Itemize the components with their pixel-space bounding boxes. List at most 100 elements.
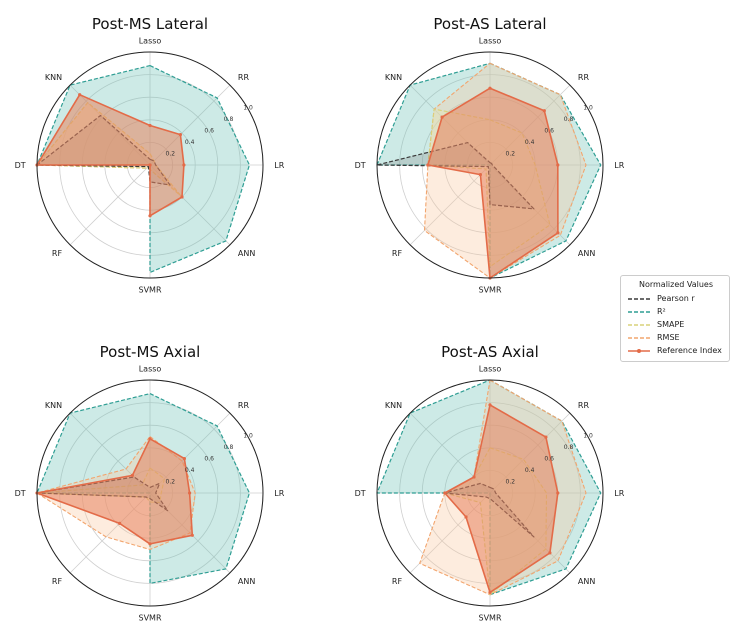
legend-item-reference-index: Reference Index <box>627 344 725 357</box>
axis-label-lasso: Lasso <box>479 37 502 46</box>
series-line-r2 <box>36 393 250 585</box>
axis-label-ann: ANN <box>238 577 255 586</box>
radial-tick-label: 0.2 <box>506 151 516 158</box>
radial-tick-label: 0.8 <box>224 444 234 451</box>
series-point-reference-index <box>118 521 122 526</box>
legend: Normalized Values Pearson r R² SMAPE RMS… <box>620 275 730 362</box>
series-point-reference-index <box>130 473 134 477</box>
legend-item-r2: R² <box>627 305 725 318</box>
series-point-reference-index <box>548 551 552 555</box>
series-point-reference-index <box>556 163 560 167</box>
chart-title: Post-MS Lateral <box>92 15 208 33</box>
radial-tick-label: 0.4 <box>525 139 535 146</box>
series-line-r2 <box>376 379 602 596</box>
radial-tick-label: 0.4 <box>185 139 195 146</box>
series-point-reference-index <box>148 437 152 441</box>
axis-label-lr: LR <box>274 489 284 498</box>
axis-label-rf: RF <box>392 249 403 258</box>
axis-label-lr: LR <box>614 161 624 170</box>
axis-label-knn: KNN <box>45 73 62 82</box>
axis-label-ann: ANN <box>238 249 255 258</box>
radial-tick-label: 1.0 <box>583 433 593 440</box>
axis-label-svmr: SVMR <box>478 613 501 622</box>
grid-spoke <box>409 164 491 246</box>
outer-frame <box>36 51 264 279</box>
axis-label-lasso: Lasso <box>139 37 162 46</box>
radial-tick-label: 0.2 <box>506 479 516 486</box>
chart-title: Post-AS Axial <box>441 343 539 361</box>
axis-label-svmr: SVMR <box>138 613 161 622</box>
legend-item-pearson: Pearson r <box>627 292 725 305</box>
radial-tick-label: 0.4 <box>185 467 195 474</box>
radial-tick-label: 1.0 <box>243 105 253 112</box>
series-point-reference-index <box>182 457 186 461</box>
radial-tick-label: 0.8 <box>564 444 574 451</box>
radar-chart-post-as-axial: 0.2 0.4 0.6 0.8 1.0 Lasso RR LR ANN SVMR RF DT KNN Po… <box>355 343 625 622</box>
radial-tick-label: 0.8 <box>564 116 574 123</box>
legend-swatch-pearson <box>628 297 650 300</box>
chart-title: Post-MS Axial <box>100 343 201 361</box>
axis-label-svmr: SVMR <box>138 285 161 294</box>
outer-frame <box>36 379 264 607</box>
series-point-reference-index <box>443 491 447 495</box>
series-point-reference-index <box>148 214 152 218</box>
legend-label-r2: R² <box>657 307 666 316</box>
series-point-reference-index <box>440 115 444 119</box>
radial-tick-label: 0.4 <box>525 467 535 474</box>
axis-label-knn: KNN <box>385 73 402 82</box>
radial-tick-label: 0.6 <box>544 456 554 463</box>
grid-spoke <box>69 164 151 246</box>
legend-item-rmse: RMSE <box>627 331 725 344</box>
axis-label-ann: ANN <box>578 577 595 586</box>
axis-label-rr: RR <box>238 73 250 82</box>
axis-label-rr: RR <box>578 401 590 410</box>
radar-chart-post-ms-axial: 0.2 0.4 0.6 0.8 1.0 Lasso RR LR ANN SVMR RF DT KNN Po… <box>15 343 285 622</box>
axis-label-ann: ANN <box>578 249 595 258</box>
axis-label-rf: RF <box>392 577 403 586</box>
radar-chart-post-as-lateral: 0.2 0.4 0.6 0.8 1.0 Lasso RR LR ANN SVMR RF DT KNN Po… <box>355 15 625 294</box>
axis-label-dt: DT <box>355 489 366 498</box>
outer-frame <box>376 51 604 279</box>
axis-label-dt: DT <box>15 161 26 170</box>
series-point-reference-index <box>542 109 546 113</box>
legend-item-smape: SMAPE <box>627 318 725 331</box>
axis-label-knn: KNN <box>385 401 402 410</box>
series-point-reference-index <box>478 173 482 177</box>
legend-swatch-reference-index <box>628 348 650 353</box>
series-point-reference-index <box>426 163 430 167</box>
axis-label-rr: RR <box>578 73 590 82</box>
radial-tick-label: 0.2 <box>166 479 176 486</box>
series-point-reference-index <box>556 231 560 235</box>
radar-chart-post-ms-lateral: 0.2 0.4 0.6 0.8 1.0 Lasso RR LR ANN SVMR RF DT KNN Po… <box>15 15 285 294</box>
series-point-reference-index <box>464 515 468 519</box>
radial-tick-label: 1.0 <box>243 433 253 440</box>
series-point-reference-index <box>178 133 182 137</box>
legend-label-reference-index: Reference Index <box>657 346 722 355</box>
legend-title: Normalized Values <box>638 280 714 289</box>
axis-label-rf: RF <box>52 577 63 586</box>
series-point-reference-index <box>148 123 152 128</box>
series-point-reference-index <box>488 403 492 407</box>
radial-tick-label: 0.6 <box>544 128 554 135</box>
axis-label-lasso: Lasso <box>479 365 502 374</box>
legend-swatch-smape <box>628 323 650 326</box>
series-fill-reference-index <box>427 88 558 278</box>
outer-frame <box>376 379 604 607</box>
series-point-reference-index <box>188 491 192 495</box>
legend-swatch-r2 <box>628 310 650 313</box>
series-point-reference-index <box>190 533 194 537</box>
series-point-reference-index <box>148 542 152 546</box>
radial-tick-label: 0.2 <box>166 151 176 158</box>
series-point-reference-index <box>488 86 492 90</box>
legend-label-smape: SMAPE <box>657 320 685 329</box>
legend-label-rmse: RMSE <box>657 333 680 342</box>
axis-label-lr: LR <box>614 489 624 498</box>
series-line-r2 <box>36 64 250 273</box>
series-fill-reference-index <box>37 438 193 544</box>
chart-title: Post-AS Lateral <box>433 15 546 33</box>
series-fill-reference-index <box>444 404 558 593</box>
axis-label-lasso: Lasso <box>139 365 162 374</box>
radial-tick-label: 1.0 <box>583 105 593 112</box>
radial-tick-label: 0.6 <box>204 456 214 463</box>
